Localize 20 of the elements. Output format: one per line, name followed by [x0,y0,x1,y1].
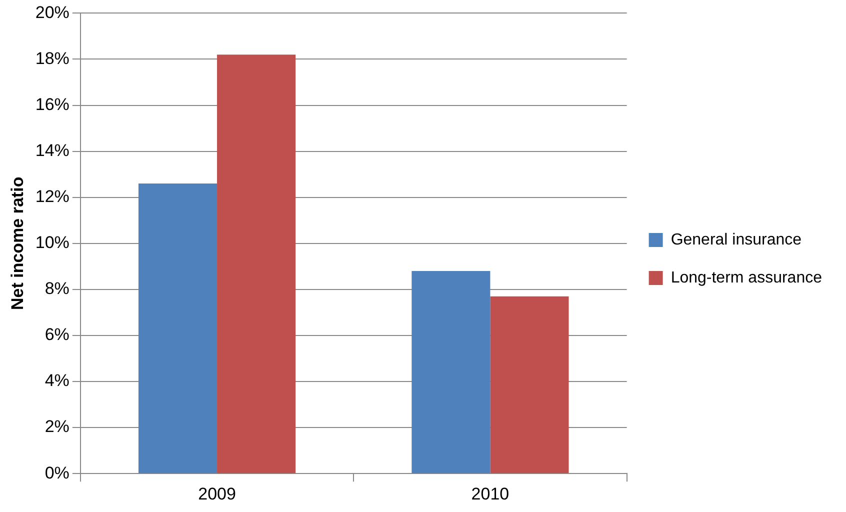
legend-label: General insurance [670,231,802,248]
y-tick-label: 2% [44,417,70,436]
y-axis-title: Net income ratio [8,176,27,310]
y-tick-label: 0% [44,463,70,482]
y-tick-label: 6% [44,325,70,344]
y-tick-label: 20% [35,2,70,22]
y-tick-label: 18% [35,48,70,68]
y-tick-label: 12% [35,187,70,206]
bar [217,54,296,474]
y-tick-label: 4% [44,371,70,390]
y-tick-label: 10% [35,233,70,252]
x-tick-label: 2010 [471,484,510,504]
x-tick-label: 2009 [198,484,236,504]
y-tick-label: 8% [44,279,70,298]
y-tick-label: 16% [35,94,70,114]
bar [490,296,569,474]
y-tick-label: 14% [35,141,70,160]
bar [412,271,490,474]
bar [138,184,218,474]
legend-label: Long-term assurance [670,269,822,286]
